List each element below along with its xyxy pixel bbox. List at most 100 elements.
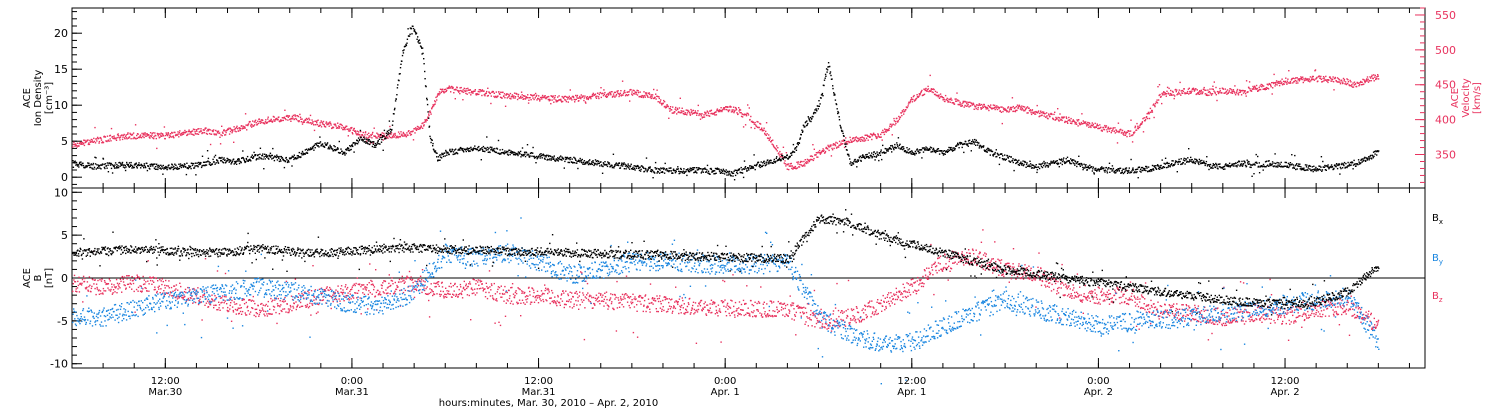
velocity-series-point [538,98,540,100]
velocity-series-point [1224,88,1226,90]
velocity-series-point [112,136,114,138]
velocity-series-point [742,113,744,116]
density-series-point [246,160,248,162]
velocity-series-point [355,132,357,135]
density-series-point [345,148,347,151]
velocity-series-point [1012,105,1014,108]
velocity-series-point [772,145,775,147]
velocity-series-point [1167,93,1170,95]
velocity-series-point [393,133,395,135]
density-series-point [827,62,830,64]
density-series-point [168,164,170,166]
velocity-series-point [1105,125,1108,127]
density-series-point [465,150,467,153]
density-series-point [357,141,360,143]
velocity-series-point [748,107,750,109]
density-series-point [92,164,94,166]
density-series-point [846,149,848,151]
velocity-series-point [725,106,727,108]
density-series-point [1122,168,1124,170]
density-series-point [1131,170,1133,172]
velocity-series-point [290,120,292,122]
density-series-point [203,164,205,167]
density-series-point [438,154,441,156]
velocity-series-point [914,99,917,101]
density-series-point [371,141,373,144]
density-series-point [346,148,348,150]
velocity-series-point [1366,76,1369,78]
density-series-point [790,152,793,154]
density-series-point [234,162,236,164]
velocity-series-point [1065,116,1067,118]
velocity-series-point [565,100,568,103]
velocity-series-point [1046,115,1048,117]
density-series-point [584,163,586,165]
velocity-series-point [1101,130,1103,132]
velocity-series-point [1153,103,1155,105]
velocity-series-point [104,136,107,138]
velocity-series-point [655,93,657,95]
velocity-series-point [1096,124,1098,127]
density-series-point [1212,163,1214,165]
velocity-series-point [244,113,247,115]
density-series-point [489,146,492,148]
density-series-point [157,166,159,169]
density-series-point [616,164,619,166]
density-series-point [434,151,436,153]
velocity-series-point [1198,93,1200,95]
density-series-point [930,151,932,153]
density-series-point [1139,168,1142,170]
density-series-point [225,160,228,162]
density-series-point [483,147,486,149]
velocity-series-point [994,104,996,107]
velocity-series-point [150,136,152,138]
velocity-series-point [1351,86,1354,88]
velocity-series-point [1022,109,1024,111]
velocity-series-point [403,133,405,135]
velocity-series-point [1165,93,1168,95]
density-series-point [187,167,190,170]
velocity-series-point [1317,80,1319,82]
density-series-point [514,154,517,156]
density-series-point [101,163,104,165]
density-series-point [903,148,905,150]
velocity-series-point [1204,89,1206,91]
density-series-point [273,156,275,158]
velocity-series-point [1287,78,1289,80]
velocity-series-point [179,133,181,135]
velocity-series-point [1092,123,1094,126]
density-series-point [468,147,471,150]
density-series-point [565,158,567,161]
density-series-point [715,172,717,174]
density-series-point [885,152,887,154]
velocity-series-point [994,108,996,111]
velocity-series-point [302,121,304,124]
velocity-series-point [1186,92,1188,94]
density-series-point [1107,168,1109,170]
density-series-point [345,149,348,151]
velocity-series-point [251,124,253,126]
velocity-series-point [1201,92,1204,95]
velocity-series-point [129,132,131,135]
velocity-series-point [1338,79,1341,81]
density-series-point [306,151,308,154]
velocity-series-point [368,135,370,137]
velocity-series-point [506,93,508,95]
velocity-series-point [311,119,313,121]
density-series-point [645,157,648,159]
velocity-series-point [164,138,166,140]
velocity-series-point [1117,122,1120,124]
density-series-point [1041,166,1044,169]
velocity-series-point [463,87,465,90]
density-series-point [536,155,538,158]
density-series-point [243,159,245,161]
density-series-point [334,149,337,152]
density-series-point [577,160,580,162]
velocity-series-point [597,92,599,94]
density-series-point [696,169,699,171]
velocity-series-point [1230,92,1232,94]
density-series-point [1127,170,1129,172]
density-series-point [196,165,199,167]
density-series-point [1207,164,1210,166]
velocity-series-point [1051,113,1053,116]
